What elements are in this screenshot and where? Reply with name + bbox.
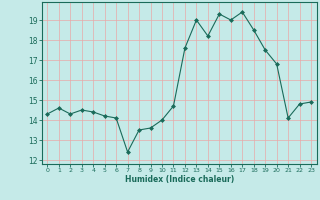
X-axis label: Humidex (Indice chaleur): Humidex (Indice chaleur) — [124, 175, 234, 184]
